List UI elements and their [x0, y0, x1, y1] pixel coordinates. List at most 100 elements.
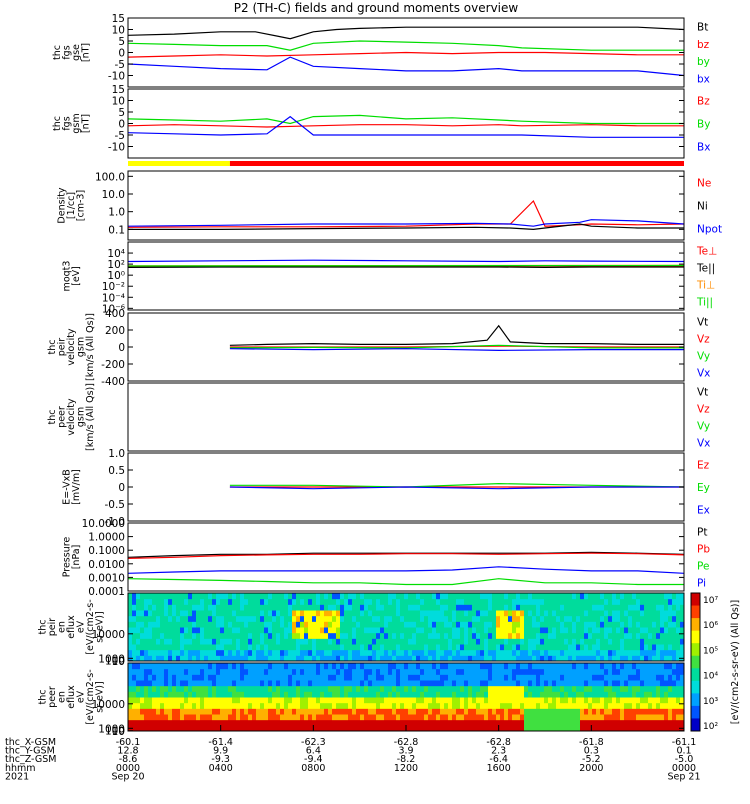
- spectrogram-cell: [188, 703, 193, 709]
- spectrogram-cell: [372, 638, 377, 644]
- spectrogram-cell: [552, 720, 557, 726]
- spectrogram-cell: [588, 621, 593, 627]
- spectrogram-cell: [352, 714, 357, 720]
- spectrogram-cell: [628, 714, 633, 720]
- spectrogram-cell: [668, 714, 673, 720]
- colorbar-tick-label: 10⁵: [703, 646, 718, 656]
- spectrogram-cell: [304, 663, 309, 669]
- spectrogram-cell: [656, 621, 661, 627]
- spectrogram-cell: [480, 593, 485, 599]
- spectrogram-cell: [220, 616, 225, 622]
- spectrogram-cell: [452, 638, 457, 644]
- spectrogram-cell: [348, 599, 353, 605]
- spectrogram-cell: [244, 610, 249, 616]
- spectrogram-cell: [328, 680, 333, 686]
- spectrogram-cell: [472, 593, 477, 599]
- spectrogram-cell: [320, 686, 325, 692]
- spectrogram-cell: [652, 621, 657, 627]
- spectrogram-cell: [176, 599, 181, 605]
- spectrogram-cell: [572, 616, 577, 622]
- spectrogram-cell: [652, 691, 657, 697]
- spectrogram-cell: [476, 604, 481, 610]
- spectrogram-cell: [140, 610, 145, 616]
- spectrogram-cell: [144, 686, 149, 692]
- spectrogram-cell: [496, 663, 501, 669]
- legend-label: Vy: [697, 421, 710, 433]
- spectrogram-cell: [160, 633, 165, 639]
- spectrogram-cell: [232, 680, 237, 686]
- spectrogram-cell: [476, 686, 481, 692]
- spectrogram-cell: [576, 663, 581, 669]
- spectrogram-cell: [572, 663, 577, 669]
- spectrogram-cell: [232, 633, 237, 639]
- spectrogram-cell: [172, 638, 177, 644]
- spectrogram-cell: [164, 599, 169, 605]
- spectrogram-cell: [488, 720, 493, 726]
- spectrogram-cell: [436, 638, 441, 644]
- spectrogram-cell: [240, 714, 245, 720]
- spectrogram-cell: [432, 691, 437, 697]
- spectrogram-cell: [356, 638, 361, 644]
- spectrogram-cell: [660, 669, 665, 675]
- spectrogram-cell: [648, 686, 653, 692]
- spectrogram-cell: [632, 638, 637, 644]
- spectrogram-cell: [260, 669, 265, 675]
- spectrogram-cell: [524, 714, 529, 720]
- colorbar-tick-label: 10⁷: [703, 596, 718, 606]
- spectrogram-cell: [448, 604, 453, 610]
- spectrogram-cell: [584, 669, 589, 675]
- spectrogram-cell: [324, 720, 329, 726]
- spectrogram-cell: [676, 627, 681, 633]
- spectrogram-cell: [368, 650, 373, 656]
- spectrogram-cell: [640, 691, 645, 697]
- status-bar: [128, 161, 684, 166]
- spectrogram-cell: [200, 633, 205, 639]
- spectrogram-cell: [192, 669, 197, 675]
- spectrogram-cell: [452, 714, 457, 720]
- y-axis-label: [eV]: [71, 266, 82, 286]
- spectrogram-cell: [316, 599, 321, 605]
- y-tick-label: 0.5: [108, 465, 125, 477]
- spectrogram-cell: [636, 691, 641, 697]
- spectrogram-cell: [556, 720, 561, 726]
- spectrogram-cell: [484, 720, 489, 726]
- spectrogram-cell: [392, 627, 397, 633]
- spectrogram-cell: [492, 697, 497, 703]
- spectrogram-cell: [440, 650, 445, 656]
- spectrogram-cell: [204, 627, 209, 633]
- spectrogram-cell: [152, 633, 157, 639]
- spectrogram-cell: [252, 720, 257, 726]
- spectrogram-cell: [600, 686, 605, 692]
- spectrogram-cell: [320, 691, 325, 697]
- spectrogram-cell: [212, 593, 217, 599]
- spectrogram-cell: [636, 708, 641, 714]
- spectrogram-cell: [340, 616, 345, 622]
- spectrogram-cell: [140, 650, 145, 656]
- spectrogram-cell: [480, 604, 485, 610]
- spectrogram-cell: [284, 703, 289, 709]
- spectrogram-cell: [264, 604, 269, 610]
- spectrogram-cell: [488, 644, 493, 650]
- spectrogram-cell: [400, 674, 405, 680]
- spectrogram-cell: [624, 604, 629, 610]
- spectrogram-cell: [616, 691, 621, 697]
- spectrogram-cell: [168, 720, 173, 726]
- spectrogram-cell: [544, 638, 549, 644]
- spectrogram-cell: [240, 604, 245, 610]
- spectrogram-cell: [316, 621, 321, 627]
- spectrogram-cell: [616, 621, 621, 627]
- spectrogram-cell: [128, 697, 133, 703]
- spectrogram-cell: [644, 680, 649, 686]
- spectrogram-cell: [492, 686, 497, 692]
- spectrogram-cell: [504, 663, 509, 669]
- spectrogram-cell: [480, 669, 485, 675]
- spectrogram-cell: [468, 644, 473, 650]
- spectrogram-cell: [580, 714, 585, 720]
- spectrogram-cell: [396, 621, 401, 627]
- spectrogram-cell: [160, 610, 165, 616]
- spectrogram-cell: [636, 650, 641, 656]
- spectrogram-cell: [320, 616, 325, 622]
- spectrogram-cell: [552, 680, 557, 686]
- spectrogram-cell: [452, 616, 457, 622]
- spectrogram-cell: [616, 633, 621, 639]
